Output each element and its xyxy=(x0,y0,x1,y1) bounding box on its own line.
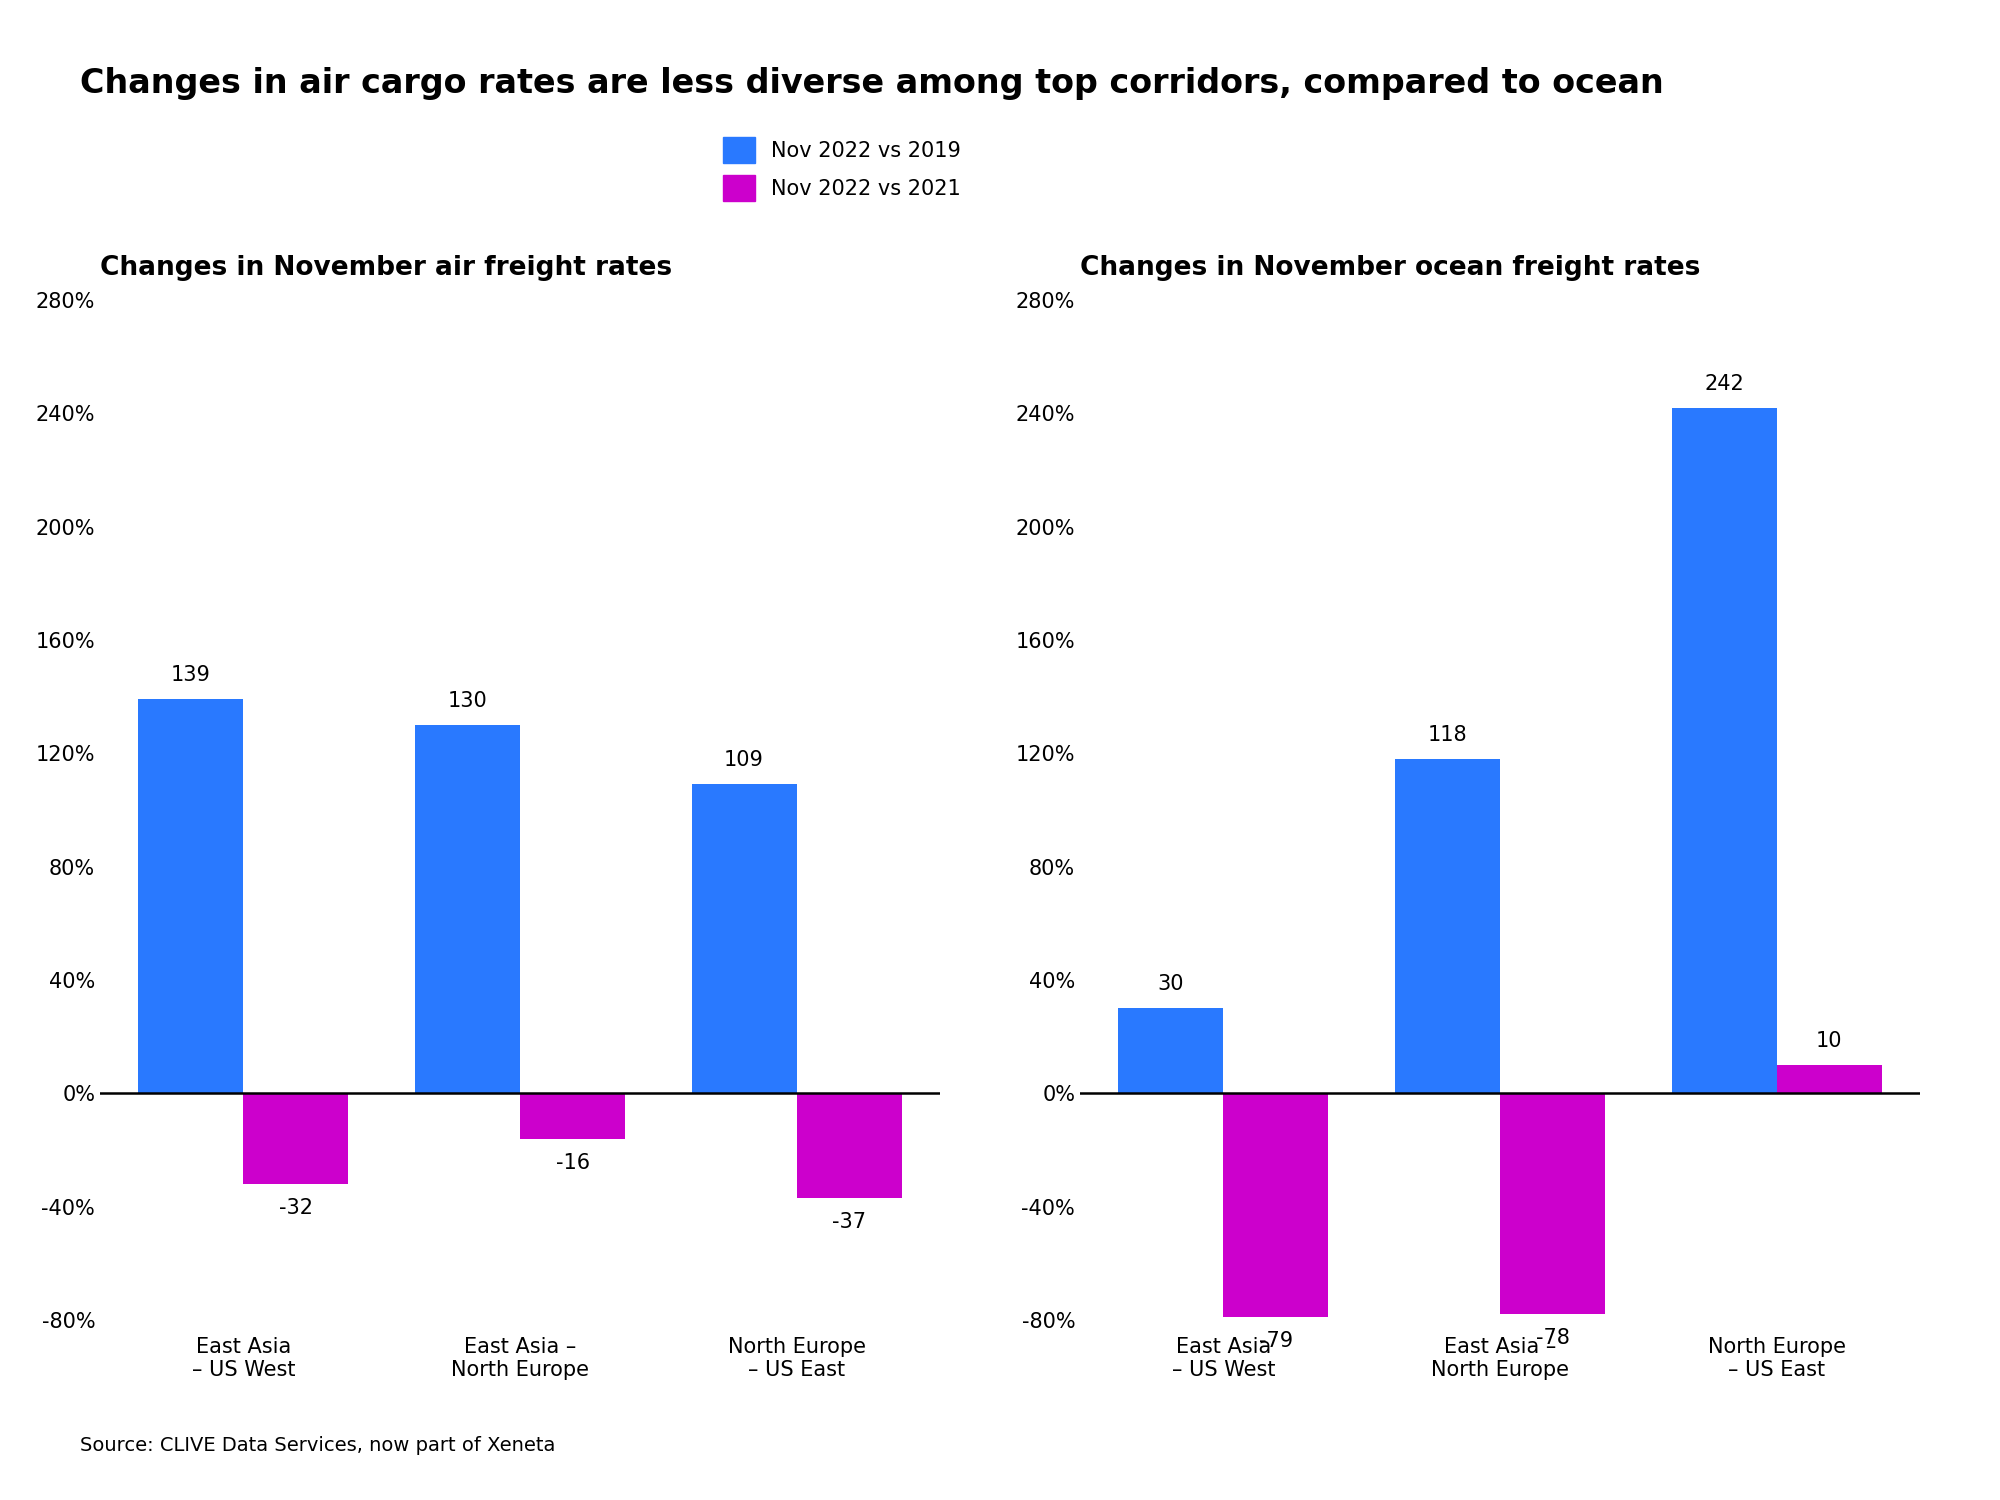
Bar xyxy=(414,724,520,1094)
Legend: Nov 2022 vs 2019, Nov 2022 vs 2021: Nov 2022 vs 2019, Nov 2022 vs 2021 xyxy=(712,128,972,212)
Text: Changes in November air freight rates: Changes in November air freight rates xyxy=(100,255,672,280)
Bar xyxy=(244,1094,348,1184)
Bar xyxy=(1394,759,1500,1094)
Bar xyxy=(520,1094,626,1138)
Text: Source: CLIVE Data Services, now part of Xeneta: Source: CLIVE Data Services, now part of… xyxy=(80,1436,556,1455)
Text: 30: 30 xyxy=(1158,974,1184,994)
Bar xyxy=(692,784,796,1094)
Text: Changes in November ocean freight rates: Changes in November ocean freight rates xyxy=(1080,255,1700,280)
Text: -37: -37 xyxy=(832,1212,866,1233)
Text: 139: 139 xyxy=(170,666,210,686)
Bar xyxy=(796,1094,902,1198)
Text: 242: 242 xyxy=(1704,374,1744,393)
Text: -78: -78 xyxy=(1536,1329,1570,1348)
Text: -79: -79 xyxy=(1258,1332,1292,1352)
Text: 10: 10 xyxy=(1816,1030,1842,1051)
Bar xyxy=(138,699,244,1094)
Text: 118: 118 xyxy=(1428,724,1468,746)
Bar xyxy=(1776,1065,1882,1094)
Bar xyxy=(1118,1008,1224,1094)
Text: 130: 130 xyxy=(448,692,488,711)
Text: -32: -32 xyxy=(278,1198,312,1218)
Text: 109: 109 xyxy=(724,750,764,771)
Bar xyxy=(1672,408,1776,1094)
Text: -16: -16 xyxy=(556,1154,590,1173)
Text: Changes in air cargo rates are less diverse among top corridors, compared to oce: Changes in air cargo rates are less dive… xyxy=(80,68,1664,100)
Bar xyxy=(1500,1094,1606,1314)
Bar xyxy=(1224,1094,1328,1317)
